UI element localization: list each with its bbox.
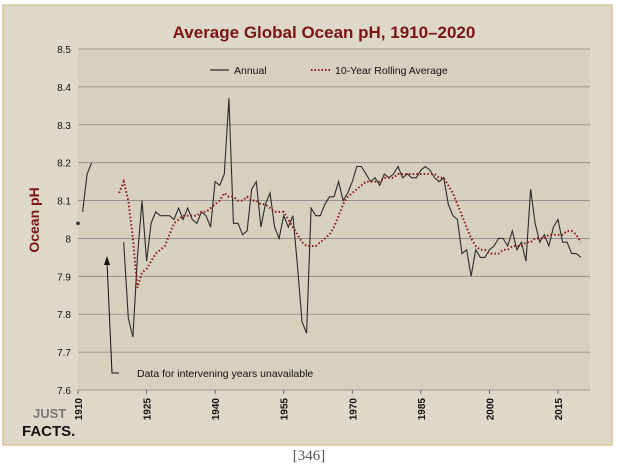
x-tick-label: 1925 — [143, 398, 154, 421]
x-tick-label: 1970 — [348, 398, 359, 421]
gridlines — [78, 48, 590, 391]
y-tick-label: 7.9 — [57, 272, 71, 283]
figure-caption: [346] — [292, 448, 326, 464]
y-axis-label: Ocean pH — [26, 187, 42, 252]
series-lines — [76, 98, 582, 338]
rolling-average-line — [118, 173, 582, 288]
data-point — [76, 221, 80, 226]
x-tick-label: 1940 — [211, 398, 222, 421]
y-tick-label: 8.4 — [57, 83, 71, 94]
x-tick-label: 1985 — [417, 398, 428, 421]
y-axis: 7.6 7.7 7.8 7.9 8 8.1 8.2 8.3 8.4 8.5 — [57, 45, 71, 397]
legend-rolling-label: 10-Year Rolling Average — [335, 65, 448, 77]
x-axis: 1910 1925 1940 1955 1970 1985 2000 2015 — [74, 390, 565, 420]
annotation: Data for intervening years unavailable — [104, 256, 313, 380]
annual-series-line — [82, 162, 93, 212]
logo-line1: JUST — [33, 406, 66, 421]
annotation-arrowhead — [104, 256, 110, 265]
y-tick-label: 7.7 — [57, 348, 71, 359]
x-tick-label: 2015 — [554, 398, 565, 421]
y-tick-label: 8 — [65, 234, 71, 245]
just-facts-logo: JUST FACTS. — [22, 406, 75, 440]
plot-area — [78, 49, 590, 390]
y-tick-label: 7.6 — [57, 386, 71, 397]
y-tick-label: 8.2 — [57, 159, 71, 170]
legend: Annual 10-Year Rolling Average — [210, 65, 448, 77]
annotation-text: Data for intervening years unavailable — [137, 368, 313, 380]
y-tick-label: 8.3 — [57, 121, 71, 132]
x-tick-label: 1955 — [280, 398, 291, 421]
y-tick-label: 8.1 — [57, 197, 71, 208]
chart-title: Average Global Ocean pH, 1910–2020 — [173, 23, 476, 42]
x-tick-label: 2000 — [485, 398, 496, 421]
legend-annual-label: Annual — [234, 65, 267, 77]
logo-line2: FACTS. — [22, 423, 75, 440]
annotation-arrow — [106, 261, 119, 374]
x-tick-label: 1910 — [74, 398, 85, 421]
y-tick-label: 7.8 — [57, 310, 71, 321]
annual-series-line — [123, 98, 582, 338]
y-tick-label: 8.5 — [57, 45, 71, 56]
